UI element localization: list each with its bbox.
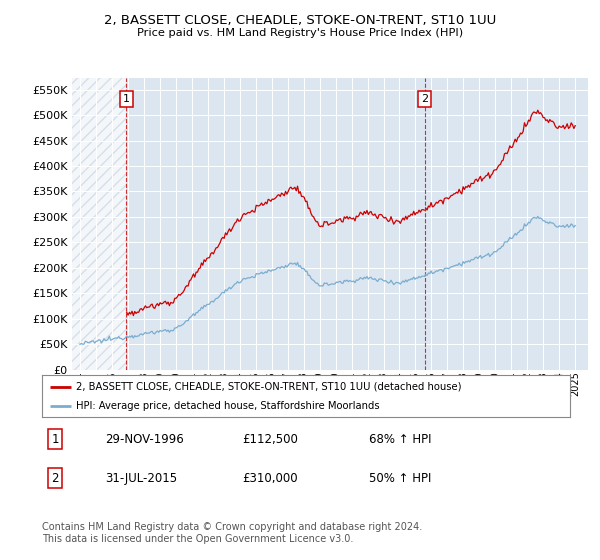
Text: Price paid vs. HM Land Registry's House Price Index (HPI): Price paid vs. HM Land Registry's House … bbox=[137, 28, 463, 38]
Text: 29-NOV-1996: 29-NOV-1996 bbox=[106, 432, 184, 446]
Text: 2, BASSETT CLOSE, CHEADLE, STOKE-ON-TRENT, ST10 1UU (detached house): 2, BASSETT CLOSE, CHEADLE, STOKE-ON-TREN… bbox=[76, 381, 462, 391]
Text: 1: 1 bbox=[52, 432, 59, 446]
Text: 50% ↑ HPI: 50% ↑ HPI bbox=[370, 472, 432, 485]
Text: 1: 1 bbox=[123, 94, 130, 104]
Text: 2: 2 bbox=[421, 94, 428, 104]
Text: 2: 2 bbox=[52, 472, 59, 485]
Text: £310,000: £310,000 bbox=[242, 472, 298, 485]
Text: Contains HM Land Registry data © Crown copyright and database right 2024.
This d: Contains HM Land Registry data © Crown c… bbox=[42, 522, 422, 544]
Text: HPI: Average price, detached house, Staffordshire Moorlands: HPI: Average price, detached house, Staf… bbox=[76, 401, 380, 411]
Text: £112,500: £112,500 bbox=[242, 432, 299, 446]
Text: 31-JUL-2015: 31-JUL-2015 bbox=[106, 472, 178, 485]
Text: 68% ↑ HPI: 68% ↑ HPI bbox=[370, 432, 432, 446]
Text: 2, BASSETT CLOSE, CHEADLE, STOKE-ON-TRENT, ST10 1UU: 2, BASSETT CLOSE, CHEADLE, STOKE-ON-TREN… bbox=[104, 14, 496, 27]
